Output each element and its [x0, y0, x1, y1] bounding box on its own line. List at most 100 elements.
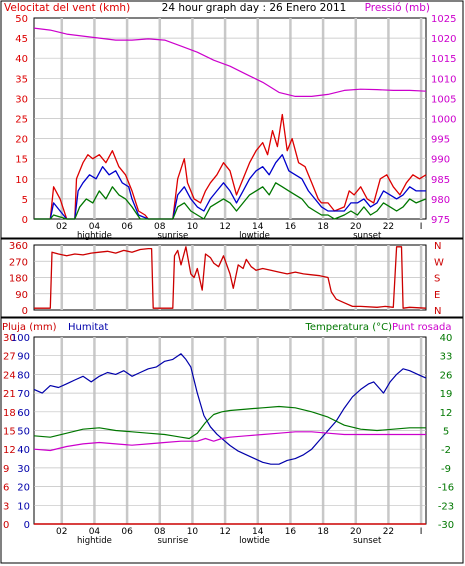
panel1-time-tick: I — [420, 222, 423, 232]
pressure-tick-label: 1000 — [431, 115, 456, 126]
humidity-line — [33, 353, 427, 465]
rain-tick-label: 18 — [3, 408, 16, 419]
wind-speed-tick-label: 0 — [22, 215, 28, 226]
direction-tick-label: 270 — [9, 257, 28, 268]
temperature-line — [33, 405, 426, 440]
wind-speed-tick-label: 20 — [15, 135, 28, 146]
direction-tick-label: 90 — [15, 290, 28, 301]
temperature-tick-label: -23 — [438, 501, 454, 512]
humidity-tick-label: 50 — [17, 427, 30, 438]
panel1-time-tick: 02 — [56, 222, 67, 232]
rain-tick-label: 12 — [3, 445, 16, 456]
graph-title: 24 hour graph day : 26 Enero 2011 — [162, 2, 347, 14]
direction-tick-label: 360 — [9, 241, 28, 252]
wind-pressure-panel: 0510152025303540455097598098599099510001… — [0, 0, 464, 241]
panel1-time-tick: 06 — [121, 222, 133, 232]
rain-tick-label: 21 — [3, 389, 16, 400]
panel3-time-tick: 14 — [252, 527, 264, 537]
direction-tick-label: 180 — [9, 274, 28, 285]
temperature-tick-label: -2 — [441, 445, 451, 456]
pressure-tick-label: 995 — [431, 135, 450, 146]
wind-speed-tick-label: 25 — [15, 115, 28, 126]
panel1-event-label: hightide — [77, 231, 112, 241]
gust-line — [34, 154, 426, 220]
panel3-time-tick: 22 — [383, 527, 394, 537]
wind-speed-tick-label: 45 — [15, 34, 28, 45]
panel3-event-label: hightide — [77, 536, 112, 546]
humidity-tick-label: 10 — [17, 501, 30, 512]
panel1-time-tick: 04 — [89, 222, 101, 232]
wind-speed-tick-label: 5 — [22, 195, 28, 206]
pressure-tick-label: 975 — [431, 215, 450, 226]
panel3-event-label: sunset — [353, 536, 382, 546]
temperature-tick-label: -30 — [438, 520, 454, 531]
humidity-tick-label: 40 — [17, 445, 30, 456]
temperature-tick-label: 33 — [440, 352, 453, 363]
pressure-tick-label: 980 — [431, 195, 450, 206]
panel3-time-tick: 12 — [219, 527, 230, 537]
panel3-time-tick: 04 — [89, 527, 101, 537]
humidity-tick-label: 30 — [17, 464, 30, 475]
panel1-time-tick: 22 — [383, 222, 394, 232]
pressure-line — [33, 27, 427, 97]
wind-speed-tick-label: 50 — [15, 14, 28, 25]
temperature-tick-label: 12 — [440, 408, 453, 419]
compass-label: E — [434, 290, 440, 301]
wind-axis-title: Velocitat del vent (kmh) — [4, 2, 130, 14]
pressure-tick-label: 1010 — [431, 74, 456, 85]
panel1-time-tick: 14 — [252, 222, 264, 232]
panel3-time-tick: I — [420, 527, 423, 537]
panel3-time-tick: 02 — [56, 527, 67, 537]
panel3-time-tick: 20 — [350, 527, 362, 537]
rain-tick-label: 3 — [3, 501, 9, 512]
pressure-tick-label: 985 — [431, 175, 450, 186]
wind-speed-tick-label: 30 — [15, 94, 28, 105]
panel1-event-label: lowtide — [239, 231, 270, 241]
temperature-tick-label: 19 — [440, 389, 453, 400]
panel3-time-tick: 16 — [285, 527, 297, 537]
compass-label: W — [434, 257, 444, 268]
average-line — [34, 182, 427, 220]
rain-tick-label: 9 — [3, 464, 9, 475]
panel3-time-tick: 18 — [317, 527, 329, 537]
pressure-tick-label: 1005 — [431, 94, 456, 105]
temperature-tick-label: 40 — [440, 333, 453, 344]
panel1-time-tick: 20 — [350, 222, 362, 232]
temperature-legend: Temperatura (°C) — [304, 322, 392, 333]
temperature-tick-label: 5 — [443, 427, 449, 438]
humidity-legend: Humitat — [68, 322, 108, 333]
humidity-tick-label: 0 — [24, 520, 30, 531]
compass-label: N — [434, 241, 441, 252]
pressure-tick-label: 1025 — [431, 14, 456, 25]
wind-speed-tick-label: 40 — [15, 54, 28, 65]
panel1-time-tick: 08 — [154, 222, 166, 232]
panel3-outer-border — [0, 317, 464, 564]
temperature-tick-label: 26 — [440, 370, 453, 381]
panel1-time-tick: 10 — [187, 222, 199, 232]
wind-speed-tick-label: 15 — [15, 155, 28, 166]
humidity-tick-label: 20 — [17, 483, 30, 494]
panel1-time-tick: 12 — [219, 222, 230, 232]
wind_speed-line — [34, 113, 427, 220]
panel3-time-tick: 10 — [187, 527, 199, 537]
dew_point-line — [33, 431, 426, 452]
wind-speed-tick-label: 10 — [15, 175, 28, 186]
compass-label: S — [434, 274, 440, 285]
rain-tick-label: 27 — [3, 352, 16, 363]
rain-tick-label: 0 — [3, 520, 9, 531]
pressure-axis-title: Pressió (mb) — [365, 2, 430, 14]
panel3-event-label: lowtide — [239, 536, 270, 546]
panel2-outer-border — [0, 238, 464, 318]
rain-tick-label: 6 — [3, 483, 9, 494]
humidity-tick-label: 90 — [17, 352, 30, 363]
pressure-tick-label: 990 — [431, 155, 450, 166]
panel3-time-tick: 06 — [121, 527, 133, 537]
rain-tick-label: 24 — [3, 370, 16, 381]
humidity-tick-label: 70 — [17, 389, 30, 400]
rain-tick-label: 15 — [3, 427, 16, 438]
temperature-tick-label: -16 — [438, 483, 454, 494]
dew-point-legend: Punt rosada — [392, 322, 451, 333]
humidity-tick-label: 80 — [17, 370, 30, 381]
